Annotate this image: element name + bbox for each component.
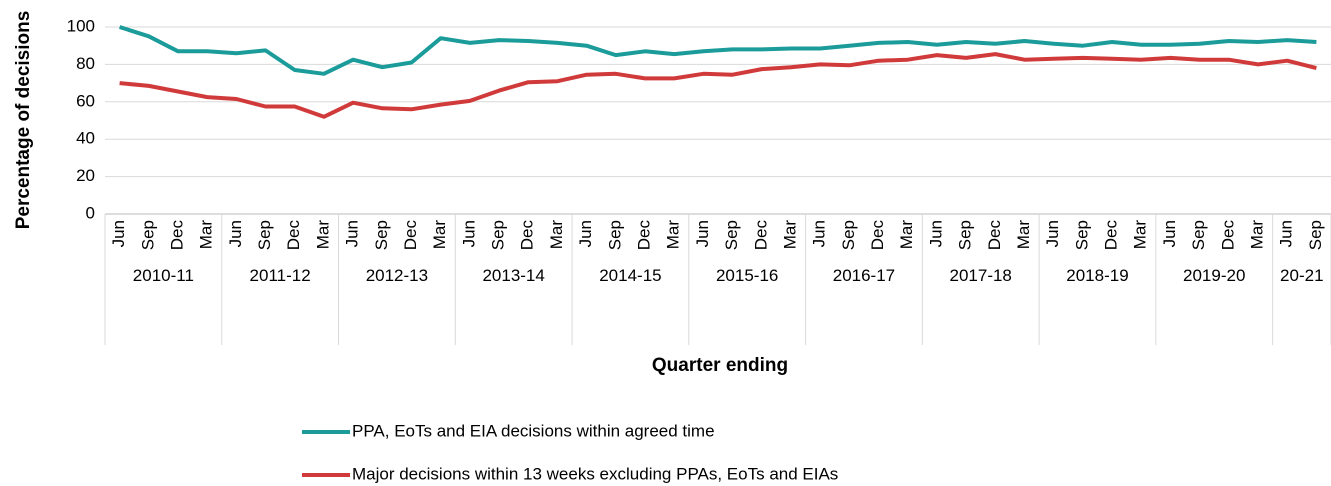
- x-tick-label: Mar: [780, 220, 799, 250]
- x-tick-label: Sep: [722, 220, 741, 250]
- x-tick-label: Dec: [284, 220, 303, 251]
- x-tick-label: Sep: [1189, 220, 1208, 250]
- x-group-label: 2015-16: [715, 266, 779, 285]
- y-tick-label: 80: [76, 54, 95, 73]
- x-group-label: 2017-18: [949, 266, 1012, 285]
- y-tick-label: 100: [67, 16, 95, 35]
- series-line: [119, 52, 1317, 119]
- x-tick-label: Dec: [751, 220, 770, 251]
- y-tick-label: 60: [76, 91, 95, 110]
- x-tick-label: Mar: [1014, 220, 1033, 250]
- x-tick-label: Mar: [430, 220, 449, 250]
- x-tick-label: Mar: [547, 220, 566, 250]
- x-tick-label: Jun: [459, 220, 478, 247]
- legend-label: PPA, EoTs and EIA decisions within agree…: [352, 421, 715, 440]
- x-tick-label: Dec: [401, 220, 420, 251]
- x-tick-label: Jun: [1043, 220, 1062, 247]
- x-tick-label: Dec: [985, 220, 1004, 251]
- x-tick-label: Sep: [839, 220, 858, 250]
- x-tick-label: Jun: [226, 220, 245, 247]
- y-axis-title: Percentage of decisions: [13, 11, 34, 230]
- x-group-label: 2010-11: [132, 266, 194, 285]
- x-tick-label: Jun: [1277, 220, 1296, 247]
- x-group-label: 2018-19: [1066, 266, 1129, 285]
- series-line: [118, 25, 1317, 76]
- x-tick-label: Dec: [1218, 220, 1237, 251]
- x-tick-label: Dec: [635, 220, 654, 251]
- x-tick-label: Mar: [1131, 220, 1150, 250]
- x-tick-label: Jun: [926, 220, 945, 247]
- legend-label: Major decisions within 13 weeks excludin…: [352, 464, 838, 483]
- y-tick-label: 40: [76, 129, 95, 148]
- x-group-label: 20-21: [1280, 266, 1324, 285]
- x-tick-label: Jun: [810, 220, 829, 247]
- x-tick-label: Sep: [489, 220, 508, 250]
- x-group-label: 2019-20: [1183, 266, 1246, 285]
- x-group-label: 2014-15: [599, 266, 662, 285]
- x-tick-label: Mar: [897, 220, 916, 250]
- x-tick-label: Sep: [605, 220, 624, 250]
- y-tick-label: 20: [76, 166, 95, 185]
- x-group-label: 2013-14: [482, 266, 545, 285]
- x-tick-label: Mar: [197, 220, 216, 250]
- x-tick-label: Jun: [693, 220, 712, 247]
- x-tick-label: Sep: [1306, 220, 1325, 250]
- x-tick-label: Jun: [109, 220, 128, 247]
- x-tick-label: Sep: [138, 220, 157, 250]
- x-tick-label: Jun: [1160, 220, 1179, 247]
- x-tick-label: Mar: [313, 220, 332, 250]
- x-tick-label: Dec: [868, 220, 887, 251]
- x-tick-label: Jun: [343, 220, 362, 247]
- x-tick-label: Dec: [167, 220, 186, 251]
- x-axis-title: Quarter ending: [652, 355, 788, 376]
- x-tick-label: Mar: [1248, 220, 1267, 250]
- x-tick-label: Sep: [1072, 220, 1091, 250]
- x-tick-label: Jun: [576, 220, 595, 247]
- x-tick-label: Sep: [956, 220, 975, 250]
- x-group-label: 2011-12: [249, 266, 311, 285]
- x-tick-label: Sep: [255, 220, 274, 250]
- x-group-label: 2012-13: [365, 266, 429, 285]
- x-tick-label: Dec: [518, 220, 537, 251]
- x-tick-label: Mar: [664, 220, 683, 250]
- x-tick-label: Sep: [372, 220, 391, 250]
- x-group-label: 2016-17: [832, 266, 896, 285]
- x-tick-label: Dec: [1102, 220, 1121, 251]
- y-tick-label: 0: [86, 203, 95, 222]
